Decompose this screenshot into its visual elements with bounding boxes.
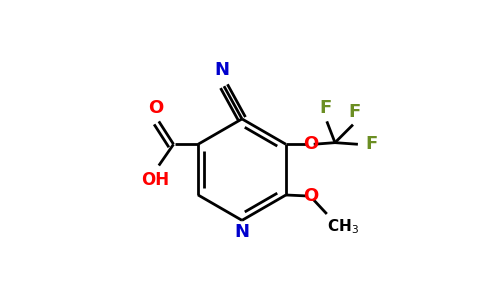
Text: O: O [303,187,318,205]
Text: F: F [348,103,361,121]
Text: O: O [303,135,318,153]
Text: O: O [149,99,164,117]
Text: F: F [365,135,378,153]
Text: OH: OH [141,171,169,189]
Text: N: N [235,223,249,241]
Text: CH$_3$: CH$_3$ [328,217,360,236]
Text: F: F [319,99,332,117]
Text: N: N [214,61,229,79]
